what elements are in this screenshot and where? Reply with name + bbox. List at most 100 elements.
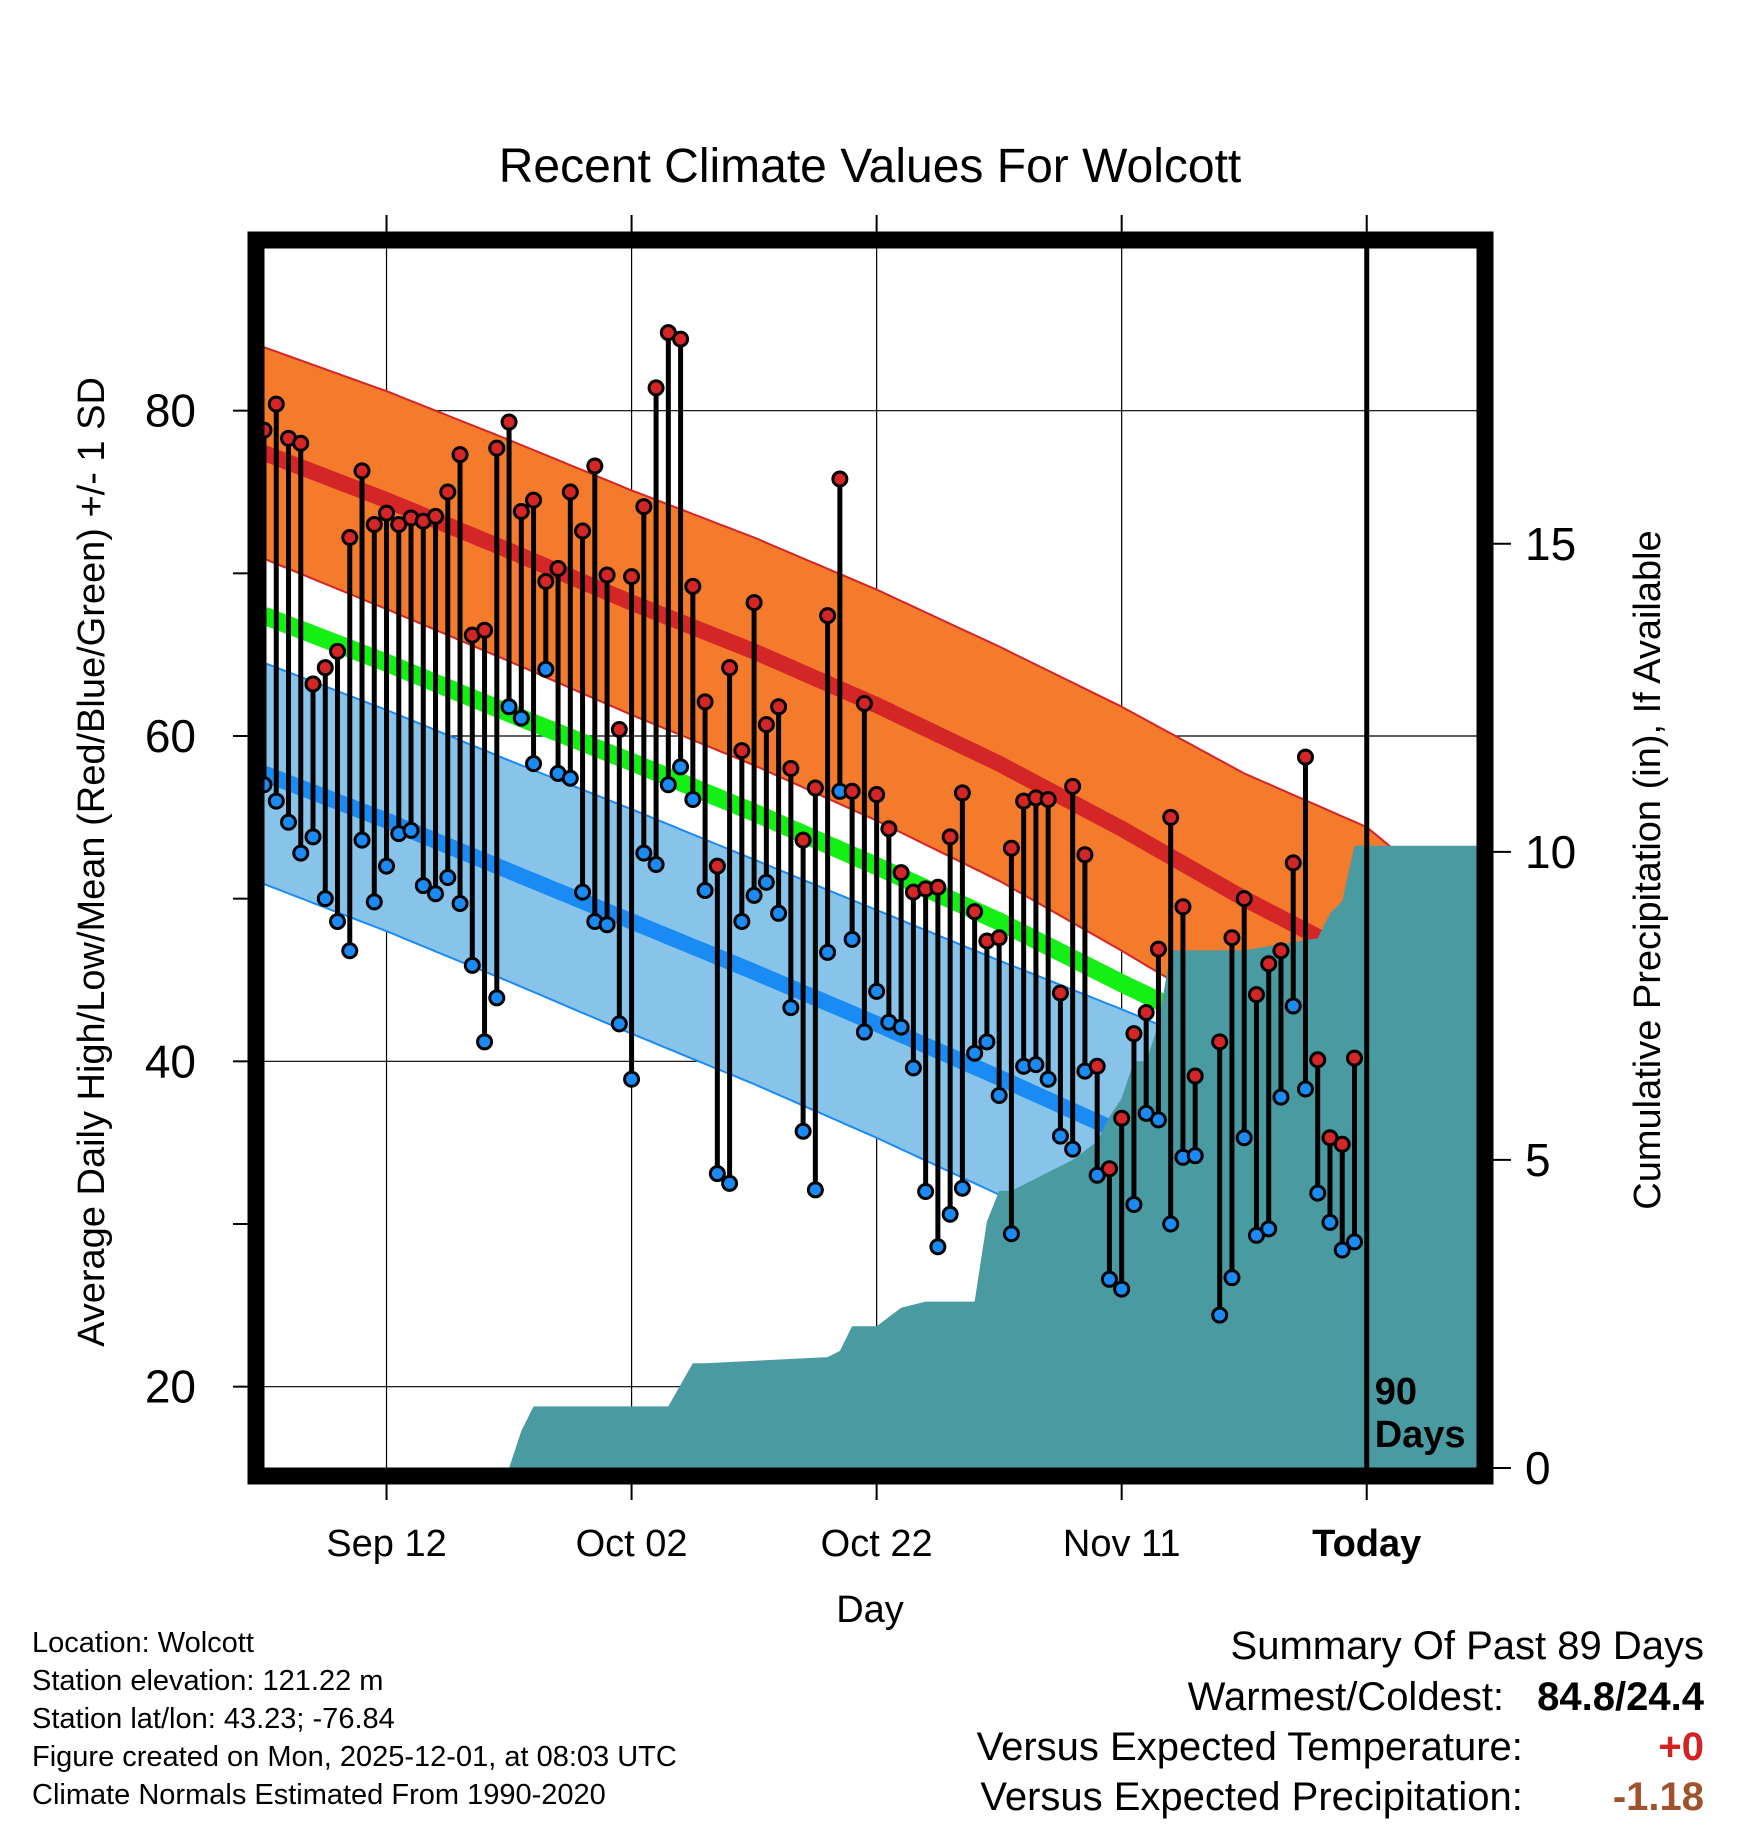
daily-low-point	[941, 1205, 959, 1223]
daily-low-point	[1027, 1056, 1045, 1074]
location-text: Location: Wolcott	[32, 1627, 254, 1659]
y2-tick-label: 15	[1525, 518, 1576, 570]
daily-high-point	[1162, 808, 1180, 826]
daily-low-point	[1186, 1147, 1204, 1165]
daily-low-point	[953, 1179, 971, 1197]
daily-low-point	[684, 790, 702, 808]
daily-high-point	[1137, 1004, 1155, 1022]
daily-high-point	[929, 878, 947, 896]
daily-high-point	[1272, 942, 1290, 960]
daily-high-point	[316, 659, 334, 677]
warmest-coldest-row: Warmest/Coldest: 84.8/24.4	[977, 1672, 1704, 1722]
daily-low-point	[353, 831, 371, 849]
daily-low-point	[1272, 1088, 1290, 1106]
created-text: Figure created on Mon, 2025-12-01, at 08…	[32, 1741, 677, 1773]
daily-high-point	[794, 831, 812, 849]
daily-high-point	[488, 439, 506, 457]
chart-title: Recent Climate Values For Wolcott	[499, 140, 1242, 193]
summary-title: Summary Of Past 89 Days	[1230, 1624, 1704, 1668]
daily-low-point	[978, 1033, 996, 1051]
daily-low-point	[500, 698, 518, 716]
daily-high-point	[708, 857, 726, 875]
warmest-coldest-value: 84.8/24.4	[1537, 1675, 1704, 1719]
daily-low-point	[721, 1174, 739, 1192]
plot-frame	[247, 231, 1494, 1485]
daily-high-point	[1296, 748, 1314, 766]
daily-high-point	[427, 507, 445, 525]
daily-low-point	[819, 943, 837, 961]
daily-high-point	[953, 784, 971, 802]
daily-low-point	[264, 776, 273, 794]
daily-high-point	[1186, 1067, 1204, 1085]
daily-high-point	[733, 742, 751, 760]
daily-high-point	[1088, 1057, 1106, 1075]
daily-low-point	[292, 844, 310, 862]
daily-high-point	[843, 782, 861, 800]
daily-low-point	[672, 758, 690, 776]
daily-high-point	[684, 577, 702, 595]
daily-high-point	[549, 559, 567, 577]
daily-high-point	[966, 903, 984, 921]
daily-high-point	[1260, 955, 1278, 973]
daily-high-point	[868, 786, 886, 804]
daily-high-point	[782, 760, 800, 778]
daily-high-point	[696, 693, 714, 711]
daily-high-point	[353, 462, 371, 480]
daily-high-point	[819, 607, 837, 625]
daily-high-point	[941, 828, 959, 846]
daily-high-point	[561, 483, 579, 501]
vs-temp-row: Versus Expected Temperature: +0	[977, 1722, 1704, 1772]
daily-low-point	[280, 813, 298, 831]
daily-low-point	[267, 792, 285, 810]
daily-low-point	[316, 890, 334, 908]
daily-high-point	[1002, 839, 1020, 857]
daily-low-point	[414, 877, 432, 895]
daily-high-point	[1174, 898, 1192, 916]
y-tick-label: 40	[145, 1035, 196, 1087]
daily-low-point	[427, 885, 445, 903]
daily-low-point	[341, 942, 359, 960]
vs-precip-value: -1.18	[1612, 1775, 1704, 1819]
daily-high-point	[500, 413, 518, 431]
daily-low-point	[1223, 1269, 1241, 1287]
daily-low-point	[451, 895, 469, 913]
y2-axis-title: Cumulative Precipitation (in), If Availa…	[1627, 530, 1669, 1209]
daily-high-point	[341, 529, 359, 547]
daily-low-point	[623, 1070, 641, 1088]
daily-high-point	[831, 470, 849, 488]
daily-low-point	[1162, 1215, 1180, 1233]
daily-high-point	[855, 694, 873, 712]
daily-low-point	[1284, 997, 1302, 1015]
today-days-label: Days	[1375, 1414, 1466, 1456]
daily-high-point	[757, 716, 775, 734]
daily-low-point	[476, 1033, 494, 1051]
daily-low-point	[733, 912, 751, 930]
x-axis-title: Day	[836, 1589, 904, 1631]
daily-high-point	[1039, 790, 1057, 808]
daily-high-point	[264, 421, 273, 439]
latlon-text: Station lat/lon: 43.23; -76.84	[32, 1703, 395, 1735]
daily-low-point	[806, 1181, 824, 1199]
daily-high-point	[537, 572, 555, 590]
daily-low-point	[843, 930, 861, 948]
daily-high-point	[806, 779, 824, 797]
daily-low-point	[745, 886, 763, 904]
precipitation-area	[264, 845, 1477, 1468]
daily-high-point	[574, 522, 592, 540]
daily-high-point	[1149, 940, 1167, 958]
daily-low-point	[1309, 1184, 1327, 1202]
daily-high-point	[1284, 854, 1302, 872]
daily-high-point	[1076, 846, 1094, 864]
daily-high-point	[267, 395, 285, 413]
daily-low-point	[1235, 1129, 1253, 1147]
daily-high-point	[1125, 1025, 1143, 1043]
daily-low-point	[463, 956, 481, 974]
daily-high-point	[451, 446, 469, 464]
daily-low-point	[1333, 1241, 1351, 1259]
daily-low-point	[659, 776, 677, 794]
today-days-label: 90	[1375, 1371, 1417, 1413]
daily-low-point	[574, 883, 592, 901]
x-tick-label: Sep 12	[326, 1523, 446, 1565]
daily-low-point	[708, 1165, 726, 1183]
daily-low-point	[855, 1023, 873, 1041]
